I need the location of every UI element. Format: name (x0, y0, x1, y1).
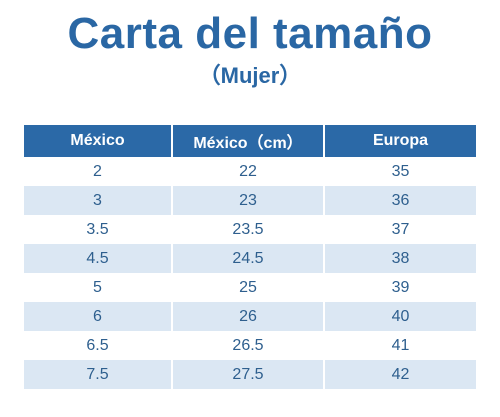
page-subtitle: （Mujer） (198, 63, 302, 88)
table-row: 7.5 27.5 42 (24, 360, 476, 389)
cell-europa: 42 (324, 360, 476, 389)
cell-europa: 39 (324, 273, 476, 302)
table-row: 2 22 35 (24, 157, 476, 186)
cell-mexico: 3 (24, 186, 173, 215)
cell-mexico-cm: 27.5 (172, 360, 325, 389)
column-header-europa: Europa (324, 125, 476, 157)
cell-europa: 38 (324, 244, 476, 273)
cell-europa: 35 (324, 157, 476, 186)
table-header-row: México México（cm） Europa (24, 125, 476, 157)
cell-mexico-cm: 26 (172, 302, 325, 331)
column-header-mexico: México (24, 125, 173, 157)
cell-mexico-cm: 23.5 (172, 215, 325, 244)
cell-mexico: 7.5 (24, 360, 173, 389)
cell-mexico-cm: 23 (172, 186, 325, 215)
cell-mexico: 5 (24, 273, 173, 302)
cell-europa: 36 (324, 186, 476, 215)
cell-mexico: 4.5 (24, 244, 173, 273)
size-chart-table: México México（cm） Europa 2 22 35 3 23 36… (24, 125, 476, 389)
cell-mexico: 6.5 (24, 331, 173, 360)
cell-europa: 40 (324, 302, 476, 331)
cell-europa: 37 (324, 215, 476, 244)
page-title: Carta del tamaño (67, 9, 433, 58)
cell-mexico-cm: 26.5 (172, 331, 325, 360)
table-row: 3 23 36 (24, 186, 476, 215)
table-row: 3.5 23.5 37 (24, 215, 476, 244)
column-header-mexico-cm: México（cm） (172, 125, 325, 157)
cell-mexico: 2 (24, 157, 173, 186)
cell-mexico: 3.5 (24, 215, 173, 244)
table-row: 6.5 26.5 41 (24, 331, 476, 360)
table-row: 6 26 40 (24, 302, 476, 331)
cell-europa: 41 (324, 331, 476, 360)
cell-mexico: 6 (24, 302, 173, 331)
table-row: 5 25 39 (24, 273, 476, 302)
table-row: 4.5 24.5 38 (24, 244, 476, 273)
cell-mexico-cm: 22 (172, 157, 325, 186)
cell-mexico-cm: 25 (172, 273, 325, 302)
cell-mexico-cm: 24.5 (172, 244, 325, 273)
